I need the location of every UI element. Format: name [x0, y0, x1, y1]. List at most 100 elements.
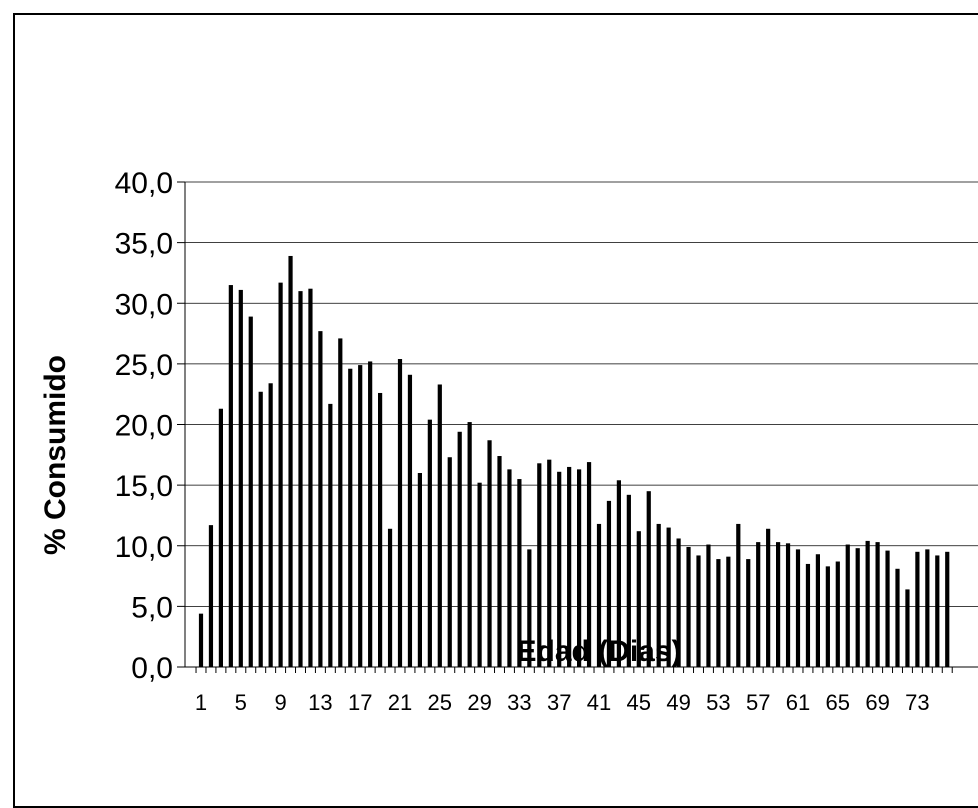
bar — [696, 555, 701, 667]
y-tick-label: 40,0 — [115, 167, 173, 200]
x-tick-label: 49 — [666, 690, 690, 715]
bar — [397, 359, 403, 667]
y-tick-label: 10,0 — [115, 531, 173, 564]
x-tick-label: 5 — [235, 690, 247, 715]
bar — [338, 338, 343, 667]
bar — [407, 374, 413, 667]
bar — [935, 555, 940, 667]
x-tick-label: 37 — [547, 690, 571, 715]
bar — [328, 403, 333, 667]
bar — [905, 589, 910, 667]
x-tick-label: 69 — [865, 690, 889, 715]
gridlines — [185, 181, 978, 607]
bar — [437, 384, 442, 667]
bar-chart: 0,0 5,0 10,0 15,0 20,0 25,0 30,0 35,0 40,0 1 5 9 13… — [39, 167, 978, 715]
x-tick-label: 13 — [308, 690, 332, 715]
bar — [606, 500, 612, 667]
chart-frame: 0,0 5,0 10,0 15,0 20,0 25,0 30,0 35,0 40,0 1 5 9 13… — [13, 13, 978, 808]
bar — [298, 291, 303, 667]
bars — [198, 255, 950, 667]
bar — [736, 523, 741, 667]
bar — [646, 491, 651, 667]
bar — [467, 422, 472, 667]
bar — [666, 527, 671, 667]
bar — [746, 559, 751, 667]
bar — [348, 368, 353, 667]
y-tick-label: 20,0 — [115, 410, 173, 443]
y-tick-label: 5,0 — [131, 591, 173, 624]
x-tick-label: 53 — [706, 690, 730, 715]
y-tick-label: 25,0 — [115, 349, 173, 382]
bar — [567, 466, 572, 667]
bar — [248, 316, 253, 667]
bar — [945, 551, 950, 667]
x-tick-label: 17 — [348, 690, 372, 715]
bar — [238, 289, 243, 667]
bar — [477, 482, 482, 667]
bar — [218, 408, 223, 667]
bar — [368, 361, 373, 667]
y-tick-label: 35,0 — [115, 228, 173, 261]
bar — [258, 391, 263, 667]
x-tick-label: 65 — [826, 690, 850, 715]
bar — [825, 566, 830, 667]
x-tick-label: 57 — [746, 690, 770, 715]
x-tick-label: 29 — [467, 690, 491, 715]
y-tick-label: 15,0 — [115, 470, 173, 503]
x-tick-label: 25 — [428, 690, 452, 715]
x-tick-label: 33 — [507, 690, 531, 715]
bar — [198, 613, 204, 667]
bar — [716, 559, 721, 667]
bar — [785, 543, 791, 667]
bar — [865, 540, 870, 667]
bar — [626, 494, 631, 667]
bar — [537, 463, 542, 667]
bar — [228, 285, 233, 667]
x-tick-label: 9 — [274, 690, 286, 715]
bar — [706, 544, 711, 667]
bar — [855, 548, 860, 667]
bar — [895, 568, 900, 667]
bar — [378, 392, 383, 667]
bar — [577, 469, 582, 667]
bar — [596, 523, 602, 667]
bar — [845, 544, 850, 667]
bar — [875, 542, 880, 667]
bar — [308, 288, 313, 667]
bar — [795, 549, 801, 667]
bar — [726, 556, 731, 667]
bar — [925, 549, 930, 667]
bar — [268, 383, 273, 667]
bar — [547, 459, 552, 667]
x-tick-label: 41 — [587, 690, 611, 715]
y-axis-title: % Consumido — [39, 355, 72, 555]
bar — [358, 365, 363, 667]
bar — [686, 546, 691, 667]
bar — [756, 542, 761, 667]
bar — [557, 471, 562, 667]
bar — [776, 542, 781, 667]
x-tick-label: 45 — [627, 690, 651, 715]
bar — [427, 419, 432, 667]
bar — [457, 431, 462, 667]
bar — [805, 563, 811, 667]
bar — [636, 531, 641, 667]
bar — [586, 462, 592, 667]
x-tick-label: 21 — [388, 690, 412, 715]
bar — [278, 282, 283, 667]
y-axis: 0,0 5,0 10,0 15,0 20,0 25,0 30,0 35,0 40,0 — [115, 167, 186, 685]
bar — [288, 255, 293, 667]
bar — [387, 528, 393, 667]
x-tick-label: 73 — [905, 690, 929, 715]
y-tick-label: 30,0 — [115, 288, 173, 321]
bar — [507, 469, 512, 667]
bar — [676, 538, 681, 667]
bar — [527, 549, 532, 667]
bar — [517, 479, 522, 667]
bar — [815, 554, 820, 667]
y-tick-label: 0,0 — [131, 652, 173, 685]
x-tick-label: 61 — [786, 690, 810, 715]
bar — [497, 456, 502, 667]
bar — [835, 561, 840, 667]
x-axis-title: Edad (Dias) — [516, 635, 681, 668]
